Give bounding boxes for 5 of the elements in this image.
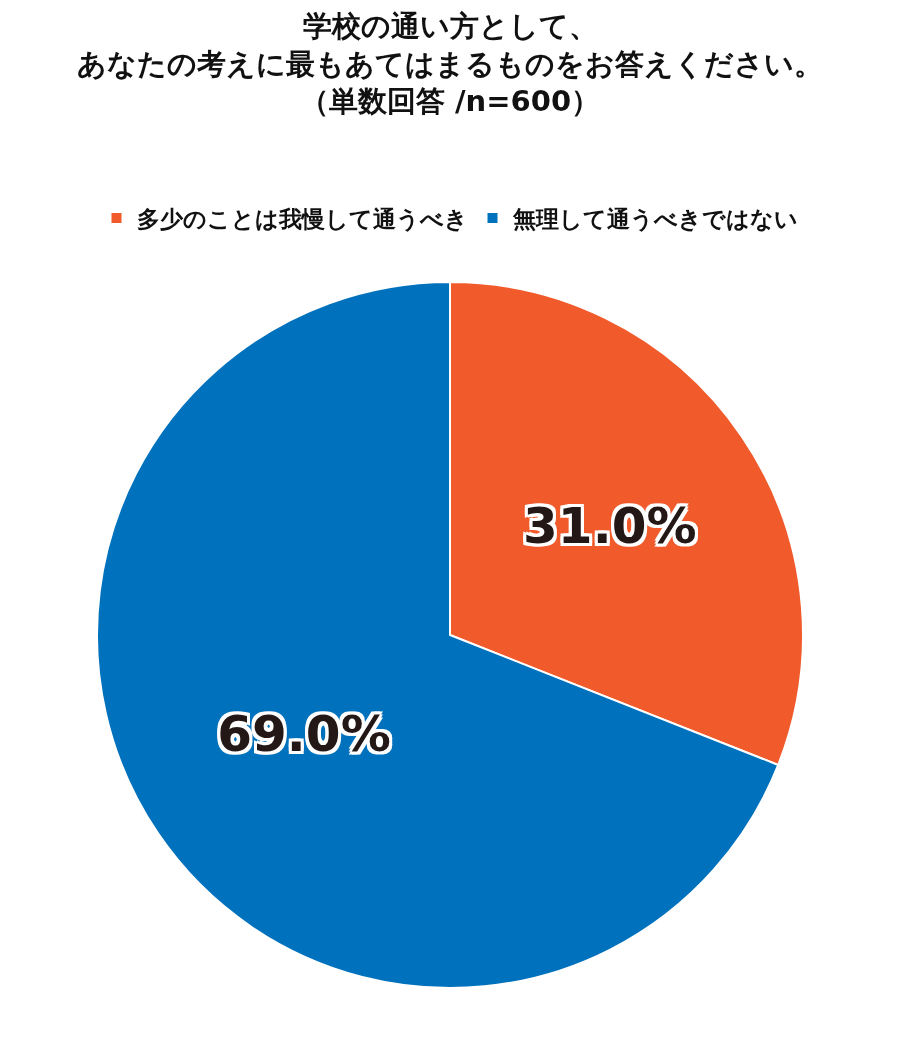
legend-label: 多少のことは我慢して通うべき: [136, 205, 468, 232]
chart-title: 学校の通い方として、あなたの考えに最もあてはまるものをお答えください。（単数回答 /n=600）: [77, 9, 823, 119]
data-label: 69.0%: [217, 705, 391, 764]
data-label: 31.0%: [523, 497, 697, 556]
legend-label: 無理して通うべきではない: [511, 205, 798, 232]
